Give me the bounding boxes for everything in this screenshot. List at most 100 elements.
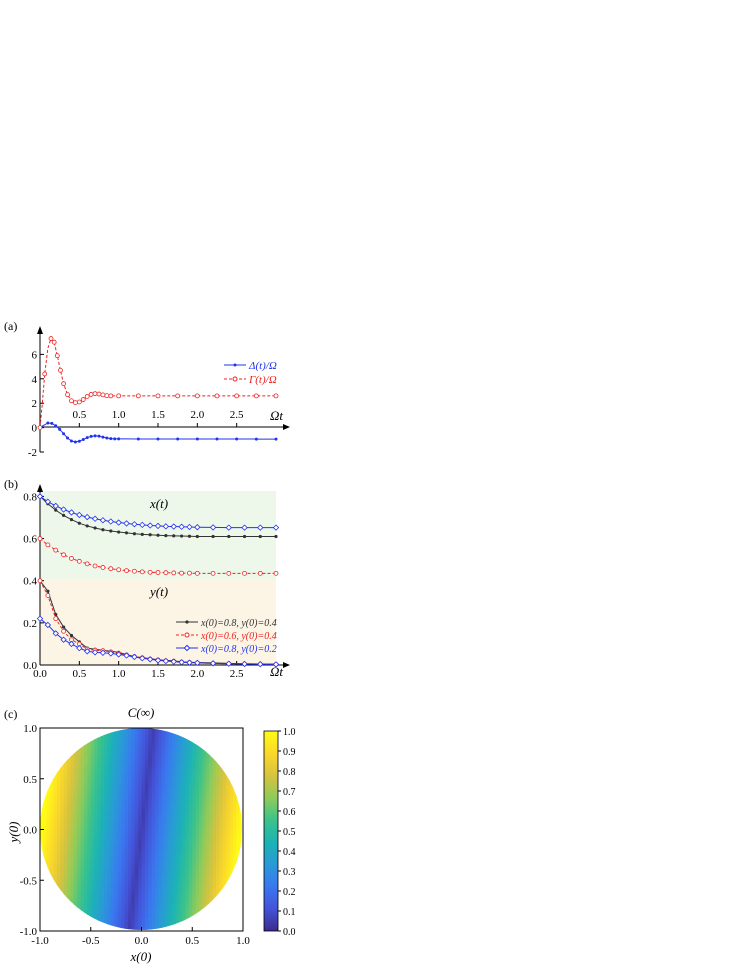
heatmap-cell <box>104 785 109 790</box>
heatmap-cell <box>63 755 68 760</box>
heatmap-cell <box>60 839 65 844</box>
heatmap-cell <box>124 788 129 793</box>
heatmap-cell <box>144 900 149 905</box>
heatmap-cell <box>158 822 163 827</box>
heatmap-cell <box>83 890 88 895</box>
heatmap-cell <box>124 914 129 919</box>
panel-b-x-tick-label: 2.0 <box>190 668 204 680</box>
heatmap-cell <box>138 771 143 776</box>
heatmap-cell <box>161 924 166 929</box>
heatmap-cell <box>141 799 146 804</box>
heatmap-cell <box>83 849 88 854</box>
heatmap-cell <box>205 748 210 753</box>
heatmap-cell <box>94 792 99 797</box>
heatmap-cell <box>46 805 51 810</box>
heatmap-cell <box>229 802 234 807</box>
heatmap-cell <box>77 738 82 743</box>
heatmap-cell <box>67 822 72 827</box>
heatmap-cell <box>117 782 122 787</box>
heatmap-cell <box>175 738 180 743</box>
heatmap-cell <box>209 870 214 875</box>
heatmap-cell <box>158 755 163 760</box>
heatmap-cell <box>229 897 234 902</box>
heatmap-cell <box>195 883 200 888</box>
heatmap-cell <box>236 907 241 912</box>
heatmap-cell <box>161 775 166 780</box>
heatmap-cell <box>185 744 190 749</box>
heatmap-cell <box>148 815 153 820</box>
heatmap-cell <box>199 741 203 746</box>
heatmap-cell <box>165 859 170 864</box>
heatmap-cell <box>94 880 99 885</box>
heatmap-cell <box>94 741 99 746</box>
heatmap-cell <box>114 809 119 814</box>
heatmap-cell <box>63 765 68 770</box>
heatmap-cell <box>178 788 183 793</box>
heatmap-cell <box>114 893 119 898</box>
heatmap-cell <box>236 843 241 848</box>
heatmap-cell <box>90 914 95 919</box>
panel-a-point <box>109 437 113 441</box>
heatmap-cell <box>77 815 82 820</box>
heatmap-cell <box>151 832 156 837</box>
heatmap-cell <box>141 924 146 929</box>
heatmap-cell <box>144 914 149 919</box>
heatmap-cell <box>158 924 163 929</box>
heatmap-cell <box>151 765 156 770</box>
heatmap-cell <box>205 741 210 746</box>
heatmap-cell <box>215 887 220 891</box>
heatmap-cell <box>165 805 170 810</box>
heatmap-cell <box>67 917 72 922</box>
heatmap-cell <box>202 907 207 912</box>
heatmap-cell <box>117 917 122 922</box>
heatmap-cell <box>148 788 153 793</box>
heatmap-cell <box>67 728 72 732</box>
heatmap-cell <box>127 829 132 834</box>
panel-a-x-ticks: 0.5 1.0 1.5 2.0 2.5 <box>72 409 244 427</box>
heatmap-cell <box>212 917 217 922</box>
heatmap-cell <box>158 815 163 820</box>
heatmap-cell <box>165 910 170 915</box>
heatmap-cell <box>155 771 160 776</box>
heatmap-cell <box>80 748 85 753</box>
heatmap-cell <box>161 920 166 925</box>
heatmap-cell <box>131 829 136 834</box>
heatmap-cell <box>155 873 160 878</box>
heatmap-cell <box>141 856 146 861</box>
heatmap-cell <box>43 839 48 844</box>
heatmap-cell <box>63 792 68 797</box>
heatmap-cell <box>158 890 163 895</box>
heatmap-cell <box>117 832 122 837</box>
heatmap-cell <box>100 792 105 797</box>
heatmap-cell <box>114 853 119 858</box>
heatmap-cell <box>165 853 170 858</box>
heatmap-cell <box>60 748 65 753</box>
heatmap-cell <box>94 920 99 925</box>
heatmap-cell <box>141 802 146 807</box>
heatmap-cell <box>134 738 139 743</box>
heatmap-cell <box>83 893 88 898</box>
heatmap-cell <box>124 785 129 790</box>
heatmap-cell <box>188 859 193 864</box>
heatmap-cell <box>138 924 143 929</box>
heatmap-cell <box>175 809 180 814</box>
heatmap-cell <box>215 832 220 837</box>
heatmap-cell <box>83 785 88 790</box>
heatmap-cell <box>219 805 224 810</box>
heatmap-cell <box>60 917 65 922</box>
heatmap-cell <box>46 755 51 760</box>
heatmap-cell <box>67 863 72 868</box>
panel-b-point <box>37 536 43 541</box>
heatmap-cell <box>80 731 85 736</box>
heatmap-cell <box>63 853 68 858</box>
heatmap-cell <box>100 775 105 780</box>
heatmap-cell <box>46 799 51 804</box>
heatmap-cell <box>219 907 224 912</box>
heatmap-cell <box>40 731 44 736</box>
heatmap-cell <box>138 815 143 820</box>
heatmap-cell <box>83 768 88 773</box>
heatmap-cell <box>104 920 109 925</box>
heatmap-cell <box>188 775 193 780</box>
heatmap-cell <box>70 873 75 878</box>
heatmap-cell <box>134 782 139 787</box>
